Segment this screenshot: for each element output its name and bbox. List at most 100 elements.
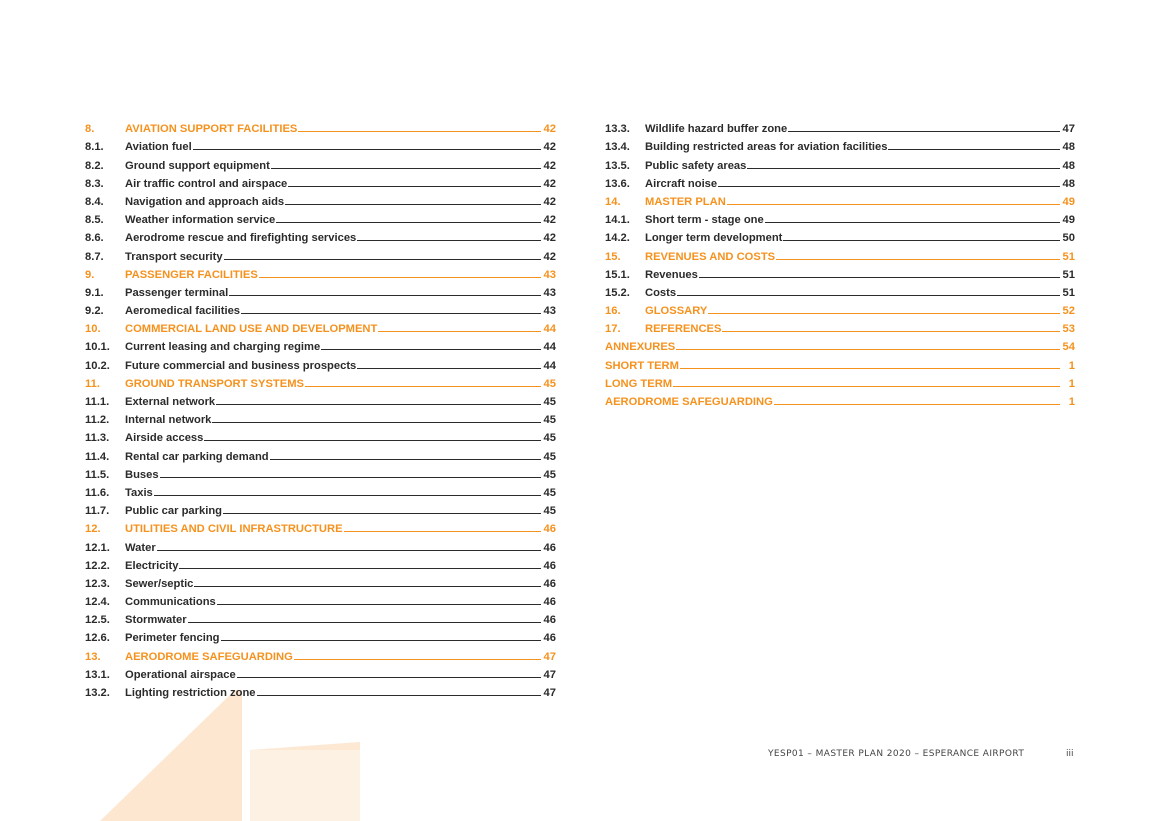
toc-section-entry[interactable]: 8. AVIATION SUPPORT FACILITIES 42	[85, 117, 556, 135]
toc-subsection-entry[interactable]: 13.4. Building restricted areas for aviat…	[605, 135, 1075, 153]
toc-entry-number: 14.1.	[605, 214, 630, 227]
toc-entry-title: Airside access	[125, 432, 204, 445]
toc-entry-title: External network	[125, 396, 216, 408]
toc-subsection-entry[interactable]: 15.1. Revenues 51	[605, 263, 1075, 281]
toc-section-entry[interactable]: 10. COMMERCIAL LAND USE AND DEVELOPMENT 44	[85, 317, 556, 335]
toc-entry-title: GROUND TRANSPORT SYSTEMS	[125, 377, 305, 390]
toc-leader-line	[676, 349, 1060, 351]
toc-entry-page: 42	[543, 214, 556, 227]
toc-subsection-entry[interactable]: 10.1. Current leasing and charging regime…	[85, 335, 556, 353]
toc-subsection-entry[interactable]: 11.3. Airside access 45	[85, 426, 556, 444]
toc-leader-line	[204, 440, 541, 442]
toc-subsection-entry[interactable]: 9.2. Aeromedical facilities 43	[85, 299, 556, 317]
toc-subsection-entry[interactable]: 13.3. Wildlife hazard buffer zone 47	[605, 117, 1075, 135]
toc-subsection-entry[interactable]: 8.6. Aerodrome rescue and firefighting se…	[85, 226, 556, 244]
toc-subsection-entry[interactable]: 11.5. Buses 45	[85, 463, 556, 481]
toc-entry-title: GLOSSARY	[645, 305, 708, 318]
toc-leader-line	[357, 240, 541, 242]
toc-subsection-entry[interactable]: 13.5. Public safety areas 48	[605, 153, 1075, 172]
toc-subsection-entry[interactable]: 8.7. Transport security 42	[85, 244, 556, 263]
toc-subsection-entry[interactable]: 12.2. Electricity 46	[85, 554, 556, 572]
toc-entry-page: 42	[543, 232, 556, 245]
toc-subsection-entry[interactable]: 12.4. Communications 46	[85, 590, 556, 608]
toc-section-entry[interactable]: SHORT TERM 1	[605, 353, 1075, 372]
toc-entry-title: Ground support equipment	[125, 159, 270, 172]
toc-entry-number: 9.1.	[85, 286, 104, 299]
toc-section-entry[interactable]: 17. REFERENCES 53	[605, 317, 1075, 335]
toc-entry-title: Passenger terminal	[125, 286, 229, 299]
toc-subsection-entry[interactable]: 13.1. Operational airspace 47	[85, 663, 556, 681]
toc-subsection-entry[interactable]: 15.2. Costs 51	[605, 281, 1075, 299]
toc-section-entry[interactable]: AERODROME SAFEGUARDING 1	[605, 390, 1075, 408]
toc-subsection-entry[interactable]: 11.2. Internal network 45	[85, 408, 556, 426]
toc-subsection-entry[interactable]: 12.6. Perimeter fencing 46	[85, 626, 556, 644]
toc-entry-page: 46	[543, 523, 556, 536]
toc-subsection-entry[interactable]: 8.2. Ground support equipment 42	[85, 153, 556, 172]
toc-leader-line	[679, 367, 1060, 369]
toc-entry-page: 49	[1062, 214, 1075, 227]
toc-entry-page: 48	[1062, 159, 1075, 172]
toc-subsection-entry[interactable]: 11.1. External network 45	[85, 390, 556, 408]
toc-subsection-entry[interactable]: 8.4. Navigation and approach aids 42	[85, 190, 556, 208]
toc-subsection-entry[interactable]: 10.2. Future commercial and business pros…	[85, 353, 556, 372]
toc-leader-line	[378, 331, 541, 333]
toc-entry-number: 15.1.	[605, 268, 630, 281]
toc-subsection-entry[interactable]: 11.6. Taxis 45	[85, 481, 556, 499]
toc-leader-line	[156, 549, 541, 551]
toc-entry-number: 8.1.	[85, 141, 104, 154]
toc-entry-page: 44	[543, 359, 556, 372]
toc-subsection-entry[interactable]: 12.3. Sewer/septic 46	[85, 572, 556, 590]
toc-section-entry[interactable]: 12. UTILITIES AND CIVIL INFRASTRUCTURE 46	[85, 517, 556, 535]
toc-entry-page: 52	[1062, 305, 1075, 318]
toc-section-entry[interactable]: ANNEXURES 54	[605, 335, 1075, 353]
toc-entry-number: 8.7.	[85, 250, 104, 263]
toc-leader-line	[722, 331, 1060, 333]
toc-entry-number: 14.2.	[605, 232, 630, 245]
toc-leader-line	[223, 258, 541, 260]
toc-entry-page: 45	[543, 486, 556, 499]
toc-entry-number: 13.2.	[85, 687, 110, 699]
toc-leader-line	[241, 313, 541, 315]
toc-entry-title: REFERENCES	[645, 323, 722, 336]
toc-subsection-entry[interactable]: 14.1. Short term - stage one 49	[605, 208, 1075, 226]
toc-subsection-entry[interactable]: 13.6. Aircraft noise 48	[605, 172, 1075, 190]
toc-entry-title: Taxis	[125, 486, 153, 499]
toc-section-entry[interactable]: 11. GROUND TRANSPORT SYSTEMS 45	[85, 372, 556, 390]
toc-entry-number: 11.1.	[85, 396, 110, 408]
toc-entry-number: 11.4.	[85, 450, 110, 463]
toc-subsection-entry[interactable]: 11.7. Public car parking 45	[85, 499, 556, 517]
toc-leader-line	[236, 676, 541, 678]
toc-entry-page: 49	[1062, 195, 1075, 208]
toc-section-entry[interactable]: 13. AERODROME SAFEGUARDING 47	[85, 644, 556, 663]
toc-entry-page: 51	[1062, 250, 1075, 263]
toc-leader-line	[256, 695, 541, 696]
toc-section-entry[interactable]: LONG TERM 1	[605, 372, 1075, 390]
toc-entry-number: 11.	[85, 377, 100, 390]
toc-leader-line	[194, 585, 541, 587]
toc-entry-page: 47	[1062, 123, 1075, 136]
toc-leader-line	[270, 167, 541, 169]
toc-subsection-entry[interactable]: 12.5. Stormwater 46	[85, 608, 556, 626]
toc-subsection-entry[interactable]: 8.1. Aviation fuel 42	[85, 135, 556, 153]
toc-subsection-entry[interactable]: 11.4. Rental car parking demand 45	[85, 444, 556, 463]
toc-section-entry[interactable]: 16. GLOSSARY 52	[605, 299, 1075, 317]
toc-entry-number: 12.	[85, 523, 101, 536]
toc-section-entry[interactable]: 14. MASTER PLAN 49	[605, 190, 1075, 208]
toc-entry-title: Current leasing and charging regime	[125, 341, 321, 354]
toc-entry-title: Stormwater	[125, 614, 187, 627]
toc-subsection-entry[interactable]: 8.3. Air traffic control and airspace 42	[85, 172, 556, 190]
toc-leader-line	[216, 404, 541, 405]
toc-section-entry[interactable]: 15. REVENUES AND COSTS 51	[605, 244, 1075, 263]
toc-subsection-entry[interactable]: 13.2. Lighting restriction zone 47	[85, 681, 556, 699]
toc-entry-number: 12.4.	[85, 596, 110, 609]
toc-subsection-entry[interactable]: 12.1. Water 46	[85, 535, 556, 554]
toc-entry-page: 53	[1062, 323, 1075, 336]
toc-entry-number: 13.1.	[85, 668, 110, 681]
toc-entry-number: 12.6.	[85, 632, 110, 645]
toc-entry-number: 17.	[605, 323, 621, 336]
toc-subsection-entry[interactable]: 9.1. Passenger terminal 43	[85, 281, 556, 299]
toc-leader-line	[216, 604, 541, 606]
toc-subsection-entry[interactable]: 8.5. Weather information service 42	[85, 208, 556, 226]
toc-subsection-entry[interactable]: 14.2. Longer term development 50	[605, 226, 1075, 244]
toc-section-entry[interactable]: 9. PASSENGER FACILITIES 43	[85, 263, 556, 281]
